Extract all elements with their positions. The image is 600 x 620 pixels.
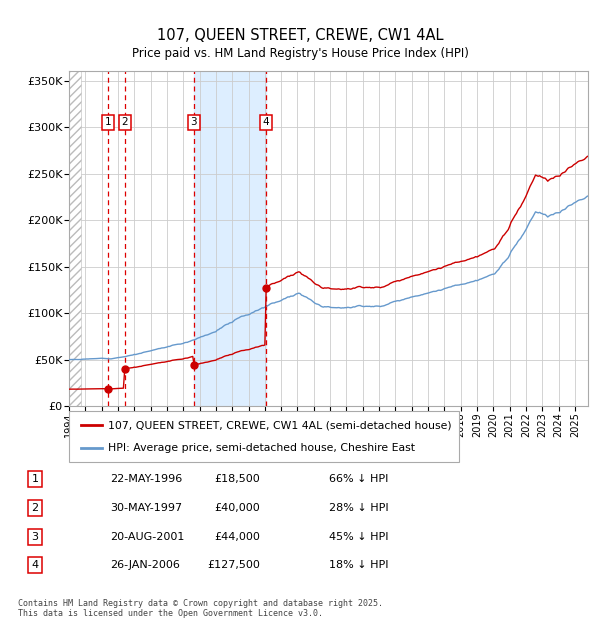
Text: 20-AUG-2001: 20-AUG-2001 <box>110 532 184 542</box>
Text: £18,500: £18,500 <box>214 474 260 484</box>
Text: 2: 2 <box>31 503 38 513</box>
Text: 28% ↓ HPI: 28% ↓ HPI <box>329 503 388 513</box>
Bar <box>194 71 266 406</box>
Text: 45% ↓ HPI: 45% ↓ HPI <box>329 532 388 542</box>
Text: 2: 2 <box>121 117 128 128</box>
Text: 3: 3 <box>32 532 38 542</box>
Text: 1: 1 <box>104 117 112 128</box>
Text: 107, QUEEN STREET, CREWE, CW1 4AL (semi-detached house): 107, QUEEN STREET, CREWE, CW1 4AL (semi-… <box>108 420 452 430</box>
Text: 18% ↓ HPI: 18% ↓ HPI <box>329 560 388 570</box>
Text: £127,500: £127,500 <box>207 560 260 570</box>
Text: 4: 4 <box>263 117 269 128</box>
Text: 107, QUEEN STREET, CREWE, CW1 4AL: 107, QUEEN STREET, CREWE, CW1 4AL <box>157 28 443 43</box>
Text: 66% ↓ HPI: 66% ↓ HPI <box>329 474 388 484</box>
Text: 26-JAN-2006: 26-JAN-2006 <box>110 560 180 570</box>
Text: £40,000: £40,000 <box>214 503 260 513</box>
Text: 22-MAY-1996: 22-MAY-1996 <box>110 474 182 484</box>
Text: 1: 1 <box>32 474 38 484</box>
Text: £44,000: £44,000 <box>214 532 260 542</box>
Text: Price paid vs. HM Land Registry's House Price Index (HPI): Price paid vs. HM Land Registry's House … <box>131 46 469 60</box>
Text: 4: 4 <box>31 560 38 570</box>
Text: HPI: Average price, semi-detached house, Cheshire East: HPI: Average price, semi-detached house,… <box>108 443 415 453</box>
Text: 30-MAY-1997: 30-MAY-1997 <box>110 503 182 513</box>
Text: Contains HM Land Registry data © Crown copyright and database right 2025.
This d: Contains HM Land Registry data © Crown c… <box>18 599 383 618</box>
Text: 3: 3 <box>190 117 197 128</box>
Bar <box>69 71 81 406</box>
